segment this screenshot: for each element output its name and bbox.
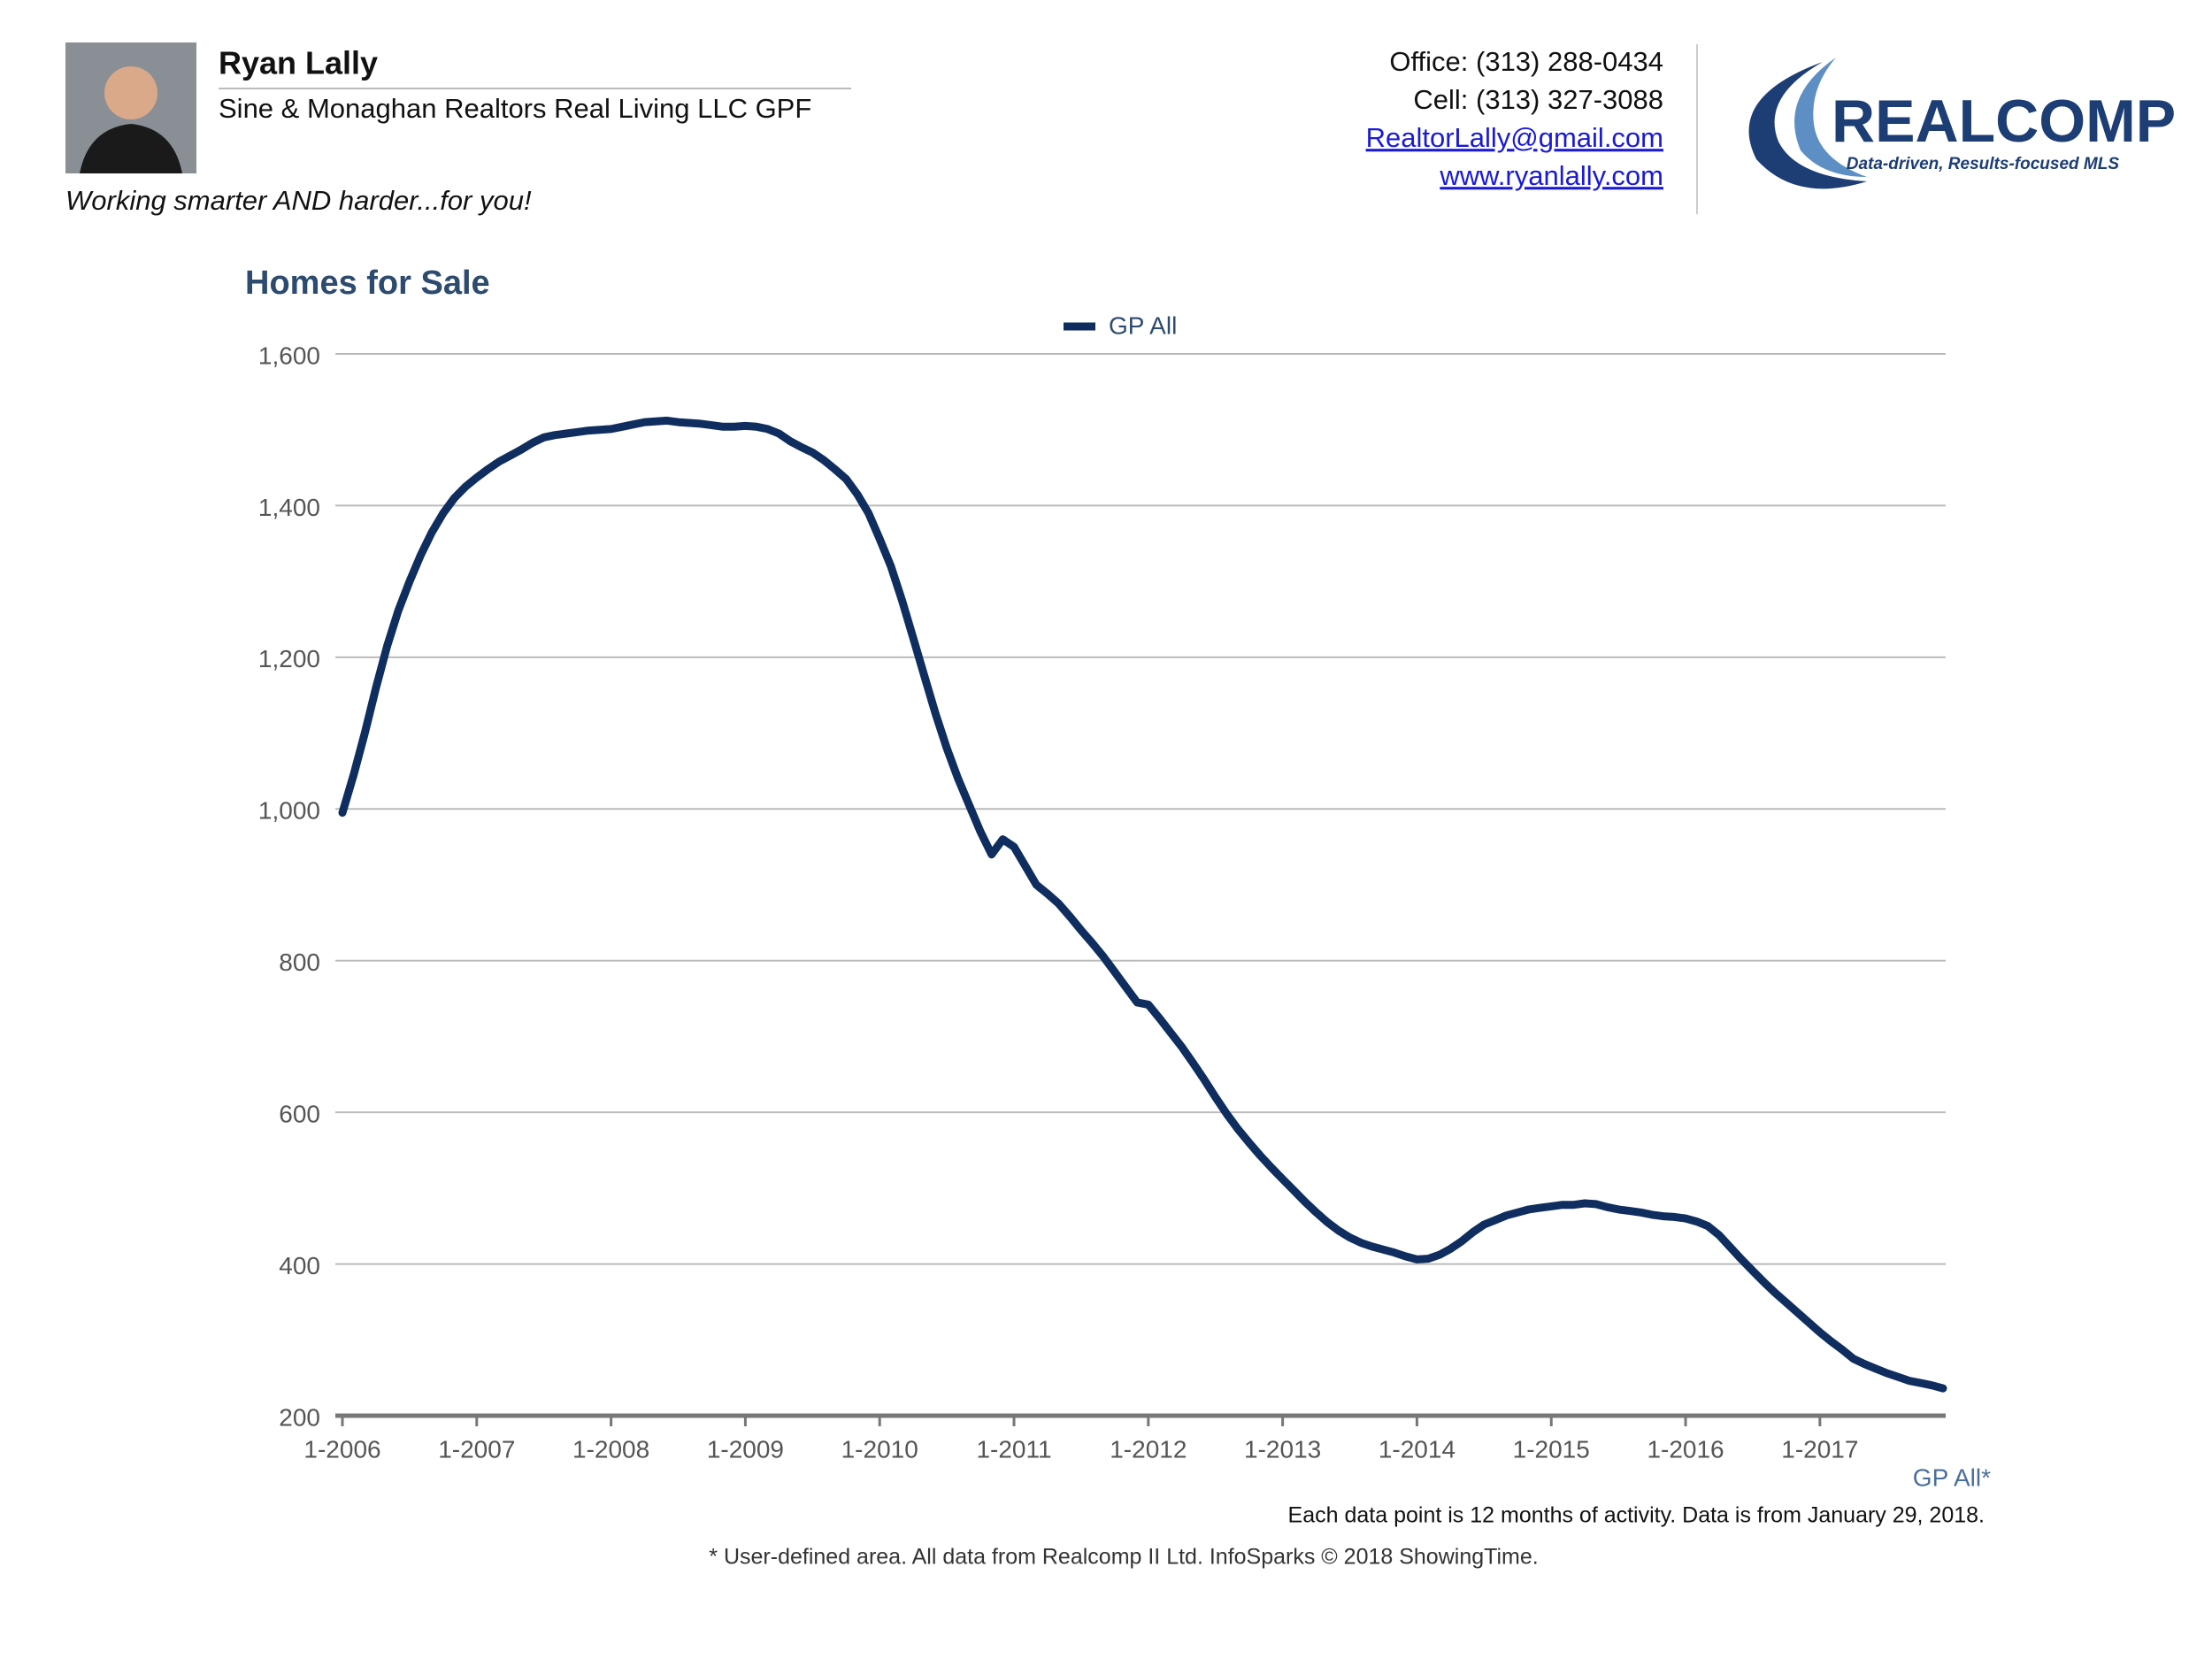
x-tick-label: 1-2010 bbox=[841, 1435, 918, 1463]
logo-arc bbox=[1794, 58, 1867, 177]
x-tick-label: 1-2006 bbox=[303, 1435, 380, 1463]
x-tick-label: 1-2017 bbox=[1781, 1435, 1858, 1463]
chart-note: Each data point is 12 months of activity… bbox=[1288, 1503, 1985, 1528]
y-tick-label: 400 bbox=[279, 1252, 320, 1279]
x-axis-label: GP All* bbox=[1913, 1463, 1991, 1491]
logo-name: REALCOMP bbox=[1832, 88, 2176, 155]
y-tick-label: 800 bbox=[279, 949, 320, 976]
y-tick-label: 200 bbox=[279, 1403, 320, 1431]
website-link[interactable]: www.ryanlally.com bbox=[1439, 160, 1663, 191]
y-tick-label: 1,400 bbox=[258, 494, 320, 521]
email-link[interactable]: RealtorLally@gmail.com bbox=[1366, 122, 1663, 153]
y-tick-label: 1,200 bbox=[258, 645, 320, 672]
logo-tagline: Data-driven, Results-focused MLS bbox=[1847, 155, 2120, 173]
agent-company: Sine & Monaghan Realtors Real Living LLC… bbox=[219, 93, 811, 124]
x-tick-label: 1-2009 bbox=[707, 1435, 784, 1463]
y-tick-label: 600 bbox=[279, 1101, 320, 1128]
line-series bbox=[338, 416, 1947, 1393]
photo-face bbox=[104, 66, 157, 119]
cell-phone: Cell: (313) 327-3088 bbox=[1413, 84, 1663, 115]
x-tick-label: 1-2014 bbox=[1379, 1435, 1455, 1463]
legend-label: GP All bbox=[1109, 311, 1177, 339]
chart-title: Homes for Sale bbox=[245, 265, 490, 302]
photo-suit bbox=[80, 124, 182, 173]
x-tick-label: 1-2007 bbox=[438, 1435, 515, 1463]
logo-arc bbox=[1748, 62, 1867, 189]
x-tick-label: 1-2016 bbox=[1647, 1435, 1724, 1463]
agent-name: Ryan Lally bbox=[219, 45, 378, 81]
tagline: Working smarter AND harder...for you! bbox=[65, 185, 532, 216]
x-tick-label: 1-2013 bbox=[1244, 1435, 1321, 1463]
x-tick-label: 1-2011 bbox=[976, 1435, 1051, 1463]
y-tick-label: 1,000 bbox=[258, 797, 320, 825]
office-phone: Office: (313) 288-0434 bbox=[1389, 46, 1663, 77]
x-tick-label: 1-2012 bbox=[1110, 1435, 1187, 1463]
y-tick-label: 1,600 bbox=[258, 342, 320, 369]
source-note: * User-defined area. All data from Realc… bbox=[709, 1545, 1538, 1570]
x-tick-label: 1-2015 bbox=[1513, 1435, 1590, 1463]
x-tick-label: 1-2008 bbox=[572, 1435, 649, 1463]
